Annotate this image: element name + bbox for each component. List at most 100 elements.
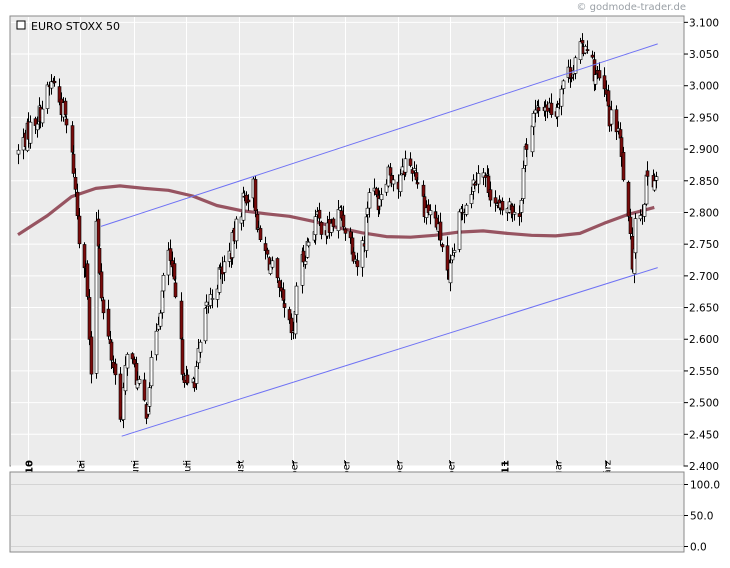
candle bbox=[391, 175, 396, 192]
candle-body bbox=[305, 241, 310, 258]
candle bbox=[28, 115, 33, 149]
candle-body bbox=[147, 387, 152, 407]
candle bbox=[185, 369, 190, 386]
candle-body bbox=[97, 248, 102, 274]
candle-body bbox=[365, 207, 370, 215]
candle-body bbox=[452, 250, 457, 253]
candle-body bbox=[230, 232, 235, 258]
candle bbox=[364, 213, 369, 258]
y-tick-label: 3.000 bbox=[689, 81, 719, 93]
candle-body bbox=[301, 250, 306, 263]
candle-body bbox=[28, 121, 33, 144]
candle bbox=[180, 337, 185, 381]
candle-body bbox=[555, 107, 560, 118]
trendline bbox=[121, 267, 658, 437]
candle bbox=[573, 55, 578, 80]
candle bbox=[16, 144, 21, 165]
candle bbox=[305, 237, 310, 259]
candle bbox=[438, 212, 443, 246]
y-tick-label: 2.800 bbox=[689, 207, 719, 219]
y-tick-label: 2.500 bbox=[689, 398, 719, 410]
trendline-layer bbox=[100, 43, 658, 437]
candle-body bbox=[440, 244, 445, 248]
candle-body bbox=[367, 192, 372, 209]
candle-body bbox=[642, 204, 647, 217]
candle bbox=[428, 204, 433, 225]
candle-body bbox=[652, 180, 657, 191]
candle bbox=[121, 382, 126, 429]
candle-body bbox=[270, 260, 275, 268]
candle bbox=[585, 40, 590, 54]
indicator-panel bbox=[9, 471, 685, 553]
candlestick-series bbox=[16, 33, 659, 429]
candle-body bbox=[319, 222, 324, 235]
candle bbox=[445, 236, 450, 280]
indicator-axis: 0.0 50.0 100.0 bbox=[684, 480, 720, 554]
candle bbox=[275, 257, 280, 283]
candle-body bbox=[512, 212, 517, 215]
candle-body bbox=[73, 177, 78, 190]
candle bbox=[294, 282, 299, 323]
candle-body bbox=[626, 181, 631, 217]
x-tick-label: Mai bbox=[77, 460, 88, 478]
candle-body bbox=[355, 260, 360, 268]
candle-body bbox=[130, 353, 135, 360]
candle-body bbox=[457, 211, 462, 250]
candle-body bbox=[428, 210, 433, 216]
candle-body bbox=[379, 194, 384, 200]
candle-body bbox=[275, 258, 280, 279]
candle bbox=[355, 252, 360, 276]
candle-body bbox=[123, 365, 128, 392]
candle-body bbox=[208, 294, 213, 306]
indicator-tick-label: 0.0 bbox=[690, 542, 707, 554]
candle bbox=[77, 208, 82, 249]
candle bbox=[106, 299, 111, 340]
candle bbox=[230, 230, 235, 265]
price-axis: 2.400 2.450 2.500 2.550 2.600 2.650 2.700 2.750… bbox=[684, 17, 719, 473]
candle bbox=[118, 367, 123, 423]
x-tick-label: Juli bbox=[183, 460, 194, 476]
candle bbox=[198, 339, 203, 358]
candle-body bbox=[303, 260, 308, 265]
candle-body bbox=[408, 158, 413, 166]
candle bbox=[633, 213, 638, 259]
candle bbox=[73, 168, 78, 197]
candle-body bbox=[438, 221, 443, 241]
candle-body bbox=[414, 172, 419, 181]
candle-body bbox=[99, 271, 104, 299]
candle-body bbox=[282, 303, 287, 308]
candle bbox=[317, 202, 322, 226]
candle bbox=[71, 145, 76, 178]
candle-body bbox=[137, 379, 142, 384]
candle-body bbox=[536, 107, 541, 112]
candle-body bbox=[101, 299, 106, 314]
candle bbox=[137, 375, 142, 386]
chart-legend: EURO STOXX 50 bbox=[16, 20, 120, 33]
candle bbox=[173, 276, 178, 299]
candle bbox=[519, 198, 524, 223]
candle-body bbox=[421, 184, 426, 197]
candle-body bbox=[331, 218, 336, 227]
candle-body bbox=[253, 179, 258, 211]
candle-body bbox=[179, 300, 184, 340]
candle-body bbox=[203, 307, 208, 342]
candle-body bbox=[118, 373, 123, 420]
candle bbox=[464, 203, 469, 217]
candle bbox=[125, 352, 130, 376]
candle bbox=[64, 115, 69, 134]
chart-title: EURO STOXX 50 bbox=[31, 20, 120, 33]
candle-body bbox=[609, 109, 614, 125]
candle bbox=[379, 187, 384, 207]
y-tick-label: 2.900 bbox=[689, 144, 719, 156]
candle-body bbox=[391, 179, 396, 185]
candle-body bbox=[415, 182, 420, 185]
candle-body bbox=[234, 218, 239, 242]
candle bbox=[306, 238, 311, 248]
candle-body bbox=[341, 214, 346, 227]
candle bbox=[303, 255, 308, 269]
candle bbox=[270, 256, 275, 270]
candle bbox=[147, 382, 152, 413]
candle bbox=[488, 181, 493, 207]
